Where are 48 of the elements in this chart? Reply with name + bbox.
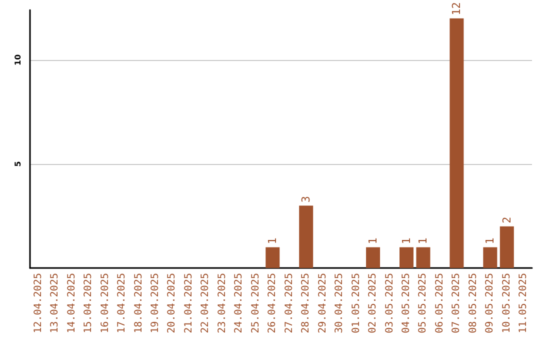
data-label: 12 [450, 2, 464, 16]
x-tick-label: 17.04.2025 [116, 273, 128, 334]
x-tick-label: 04.05.2025 [401, 273, 412, 334]
bar [266, 247, 280, 268]
x-tick-label: 03.05.2025 [384, 273, 396, 334]
bar [450, 18, 464, 268]
x-tick-label: 20.04.2025 [166, 273, 178, 334]
x-tick-label: 16.04.2025 [100, 273, 111, 334]
x-tick-label: 21.04.2025 [183, 273, 194, 334]
data-label: 2 [500, 216, 514, 224]
x-tick-label: 24.04.2025 [234, 273, 245, 334]
x-tick-label: 13.04.2025 [50, 273, 61, 334]
data-label: 1 [484, 238, 497, 244]
x-tick-label: 07.05.2025 [451, 273, 462, 334]
data-label: 1 [366, 238, 380, 244]
y-tick-label: 5 [14, 160, 22, 167]
x-tick-label: 11.05.2025 [518, 273, 530, 334]
x-tick-label: 05.05.2025 [418, 273, 429, 334]
bar [483, 247, 498, 268]
data-label: 1 [400, 238, 413, 244]
x-tick-label: 18.04.2025 [133, 273, 144, 334]
bar [299, 206, 314, 268]
data-label: 1 [416, 238, 430, 244]
bar [366, 247, 380, 268]
x-tick-label: 27.04.2025 [284, 273, 295, 334]
data-label: 3 [300, 196, 313, 203]
y-tick-label: 10 [14, 54, 22, 66]
x-tick-label: 26.04.2025 [267, 273, 278, 334]
x-tick-label: 14.04.2025 [66, 273, 78, 334]
x-tick-label: 22.04.2025 [200, 273, 212, 334]
x-tick-label: 30.04.2025 [334, 273, 346, 334]
x-tick-label: 19.04.2025 [150, 273, 161, 334]
x-tick-label: 09.05.2025 [484, 273, 496, 334]
x-tick-label: 06.05.2025 [434, 273, 446, 334]
x-tick-label: 23.04.2025 [216, 273, 228, 334]
x-tick-label: 28.04.2025 [300, 273, 312, 334]
x-tick-label: 12.04.2025 [32, 273, 44, 334]
x-tick-label: 15.04.2025 [83, 273, 94, 334]
data-label: 1 [266, 238, 280, 244]
x-tick-label: 25.04.2025 [250, 273, 262, 334]
bar [500, 226, 514, 268]
bar [416, 247, 430, 268]
x-tick-label: 29.04.2025 [317, 273, 328, 334]
bar [400, 247, 414, 268]
x-tick-label: 10.05.2025 [501, 273, 512, 334]
x-tick-label: 01.05.2025 [350, 273, 362, 334]
x-tick-label: 08.05.2025 [468, 273, 479, 334]
x-tick-label: 02.05.2025 [368, 273, 379, 334]
